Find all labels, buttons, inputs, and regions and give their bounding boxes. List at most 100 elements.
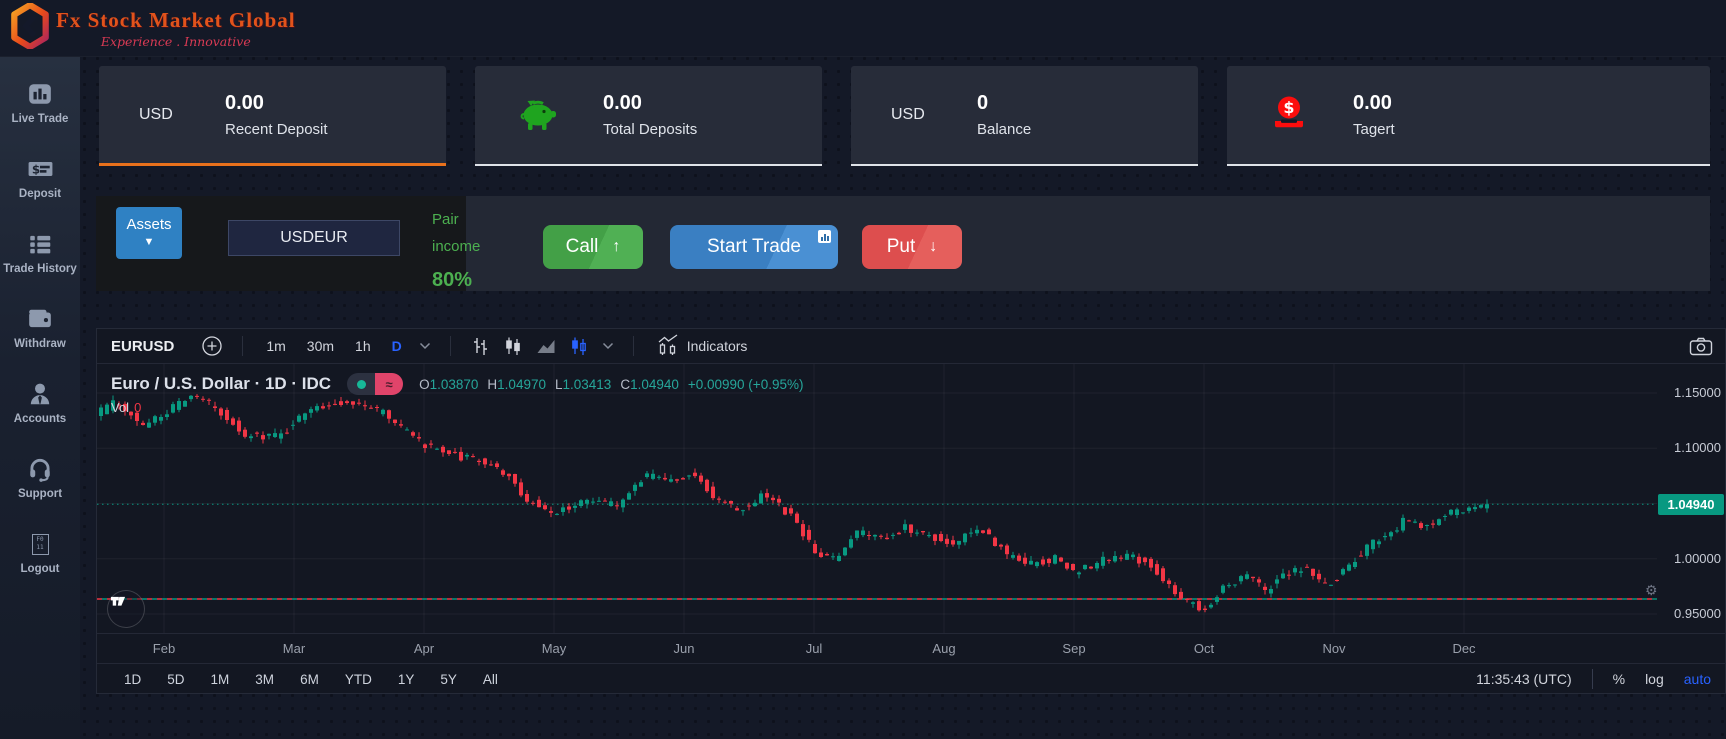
camera-snapshot-icon[interactable] [1689, 337, 1713, 356]
last-price-tag: 1.04940 [1658, 494, 1724, 515]
chart-legend: Euro / U.S. Dollar · 1D · IDC ≈ O1.03870… [111, 373, 803, 395]
sidebar-item-deposit[interactable]: $ Deposit [0, 154, 80, 229]
start-trade-button[interactable]: Start Trade [670, 225, 838, 269]
candlestick-plot [97, 364, 1657, 633]
toolbar-separator [632, 336, 634, 356]
brand-tagline: Experience . Innovative [100, 33, 251, 49]
card-label: Balance [977, 121, 1032, 138]
sidebar-item-label: Deposit [18, 188, 62, 200]
status-dot-icon [356, 379, 366, 389]
indicators-button[interactable]: Indicators [657, 333, 747, 359]
candles-style-icon[interactable] [501, 334, 525, 358]
sidebar-item-live-trade[interactable]: Live Trade [0, 79, 80, 154]
sidebar-item-label: Trade History [3, 263, 77, 275]
card-value: 0.00 [1353, 92, 1392, 114]
brand-hexagon-icon [10, 1, 50, 54]
chevron-down-icon[interactable] [417, 340, 433, 352]
compare-add-icon[interactable] [199, 333, 225, 359]
log-scale-button[interactable]: log [1645, 671, 1664, 687]
tradingview-logo[interactable] [107, 590, 145, 628]
range-selector: 1D 5D 1M 3M 6M YTD 1Y 5Y All [113, 670, 509, 689]
call-button[interactable]: Call ↑ [543, 225, 643, 269]
app-header: Fx Stock Market Global Experience . Inno… [0, 0, 1726, 57]
time-axis-label: Dec [1452, 641, 1476, 656]
area-style-icon[interactable] [534, 334, 558, 358]
market-status-toggle[interactable]: ≈ [347, 373, 404, 395]
gear-icon[interactable]: ⚙ [1645, 582, 1658, 598]
missing-glyph-icon: F0 11 [31, 529, 49, 559]
range-3m[interactable]: 3M [255, 671, 275, 687]
stat-cards-row: USD 0.00 Recent Deposit 0.00 Total Depos… [99, 66, 1710, 166]
currency-badge: USD [891, 106, 925, 123]
sidebar-item-label: Withdraw [14, 338, 66, 350]
interval-1h[interactable]: 1h [355, 338, 371, 354]
range-5y[interactable]: 5Y [440, 671, 457, 687]
brand-title: Fx Stock Market Global [56, 7, 296, 32]
assets-button[interactable]: Assets ▼ [116, 207, 182, 259]
auto-scale-button[interactable]: auto [1683, 671, 1711, 687]
range-1y[interactable]: 1Y [397, 671, 415, 687]
card-value: 0.00 [603, 92, 642, 114]
toolbar-separator [1591, 669, 1593, 689]
range-1m[interactable]: 1M [210, 671, 230, 687]
caret-down-icon: ▼ [143, 236, 155, 249]
time-axis-label: Mar [282, 641, 306, 656]
currency-badge: USD [139, 105, 173, 123]
high-value: 1.04970 [497, 376, 546, 392]
range-5d[interactable]: 5D [167, 671, 185, 687]
sidebar-item-label: Logout [20, 563, 60, 575]
chart-bottom-toolbar: 1D 5D 1M 3M 6M YTD 1Y 5Y All 11:35:43 (U… [97, 663, 1726, 694]
bars-style-icon[interactable] [468, 334, 492, 358]
vol-value: 0 [134, 400, 142, 415]
change-value: +0.00990 (+0.95%) [687, 376, 804, 392]
wallet-icon [27, 304, 53, 334]
chart-legend-title: Euro / U.S. Dollar · 1D · IDC [111, 374, 332, 393]
put-button[interactable]: Put ↓ [862, 225, 962, 269]
toolbar-separator [242, 336, 244, 356]
sidebar-item-support[interactable]: Support [0, 454, 80, 529]
pair-income-value: 80% [432, 269, 473, 291]
time-axis-label: May [541, 641, 567, 656]
hollow-candles-style-icon[interactable] [567, 334, 591, 358]
pair-select[interactable]: USDEUR [228, 220, 400, 256]
range-ytd[interactable]: YTD [344, 671, 372, 687]
close-value: 1.04940 [630, 376, 679, 392]
interval-1d[interactable]: D [391, 338, 402, 354]
card-recent-deposit: USD 0.00 Recent Deposit [99, 66, 446, 166]
range-1d[interactable]: 1D [124, 671, 142, 687]
chevron-down-icon[interactable] [600, 340, 616, 352]
start-trade-button-label: Start Trade [707, 236, 801, 257]
low-value: 1.03413 [562, 376, 612, 392]
pair-income: Pair income 80% [432, 206, 480, 298]
sidebar-item-trade-history[interactable]: Trade History [0, 229, 80, 304]
headset-icon [27, 454, 53, 484]
chart-symbol: EURUSD [111, 337, 175, 355]
range-6m[interactable]: 6M [300, 671, 319, 687]
ohlc-values: O1.03870 H1.04970 L1.03413 C1.04940 +0.0… [419, 376, 804, 392]
range-all[interactable]: All [482, 671, 498, 687]
toolbar-separator [449, 336, 451, 356]
open-value: 1.03870 [429, 376, 479, 392]
card-total-deposits: 0.00 Total Deposits [475, 66, 822, 166]
sidebar-item-logout[interactable]: F0 11 Logout [0, 529, 80, 604]
interval-1m[interactable]: 1m [266, 338, 286, 354]
piggy-bank-icon [515, 95, 561, 135]
time-axis[interactable]: Feb Mar Apr May Jun Jul Aug Sep Oct Nov Dec [97, 633, 1726, 664]
volume-indicator: Vol 0 [111, 400, 141, 415]
sidebar-item-accounts[interactable]: Accounts [0, 379, 80, 454]
card-label: Total Deposits [603, 121, 698, 138]
interval-30m[interactable]: 30m [306, 338, 335, 354]
price-axis-label: 0.95000 [1674, 606, 1721, 621]
time-axis-label: Apr [413, 641, 435, 656]
sidebar-item-withdraw[interactable]: Withdraw [0, 304, 80, 379]
assets-button-label: Assets [126, 216, 172, 234]
time-axis-label: Aug [932, 641, 956, 656]
vol-label: Vol [111, 400, 130, 415]
chart-toolbar: EURUSD 1m 30m 1h D [97, 329, 1725, 364]
time-axis-label: Jun [673, 641, 695, 656]
price-axis[interactable]: 1.04940 1.15000 1.10000 1.00000 0.95000 [1657, 364, 1726, 633]
percent-scale-button[interactable]: % [1612, 671, 1626, 687]
money-check-icon: $ [27, 154, 54, 184]
brand-logo[interactable]: Fx Stock Market Global Experience . Inno… [10, 1, 296, 54]
candlestick-chart-area[interactable]: Euro / U.S. Dollar · 1D · IDC ≈ O1.03870… [97, 364, 1658, 633]
